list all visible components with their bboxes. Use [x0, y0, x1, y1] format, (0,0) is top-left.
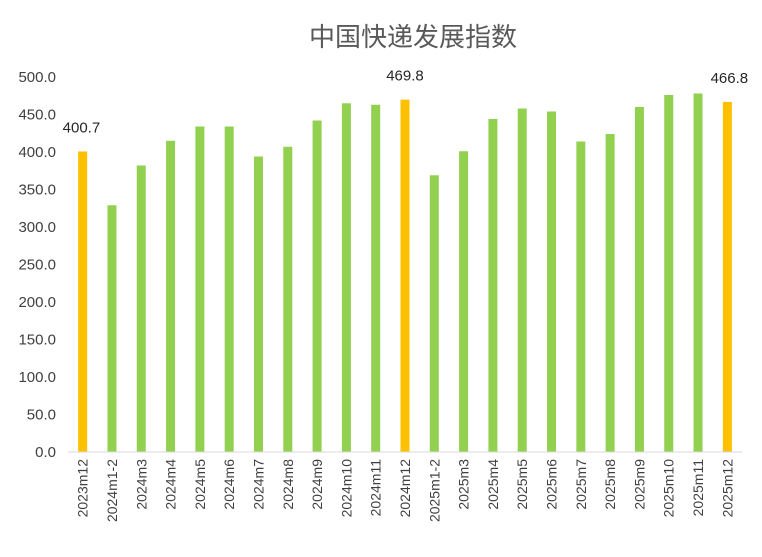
bar-2025m6 — [547, 111, 557, 452]
bar-2024m1-2 — [107, 205, 117, 452]
y-tick-label: 200.0 — [18, 294, 56, 311]
x-tick-label: 2023m12 — [75, 459, 91, 518]
bar-2024m5 — [195, 126, 205, 452]
y-axis-ticks: 0.0 50.0 100.0 150.0 200.0 250.0 300.0 350.0 400… — [18, 69, 56, 461]
bar-2024m6 — [224, 126, 234, 452]
x-tick-label: 2024m8 — [280, 459, 296, 510]
bar-2024m10 — [341, 103, 351, 452]
x-tick-label: 2025m4 — [485, 459, 501, 510]
y-tick-label: 250.0 — [18, 257, 56, 274]
x-tick-label: 2025m6 — [544, 459, 560, 510]
y-tick-label: 0.0 — [35, 444, 56, 461]
y-tick-label: 300.0 — [18, 219, 56, 236]
y-tick-label: 150.0 — [18, 332, 56, 349]
y-tick-label: 450.0 — [18, 107, 56, 124]
data-label-2025m12: 466.8 — [711, 70, 749, 87]
bar-2024m9 — [312, 120, 322, 452]
bar-2025m3 — [459, 151, 469, 452]
x-tick-label: 2024m7 — [250, 459, 266, 510]
chart-title: 中国快递发展指数 — [309, 23, 517, 53]
x-tick-label: 2024m12 — [397, 459, 413, 518]
x-tick-label: 2024m5 — [192, 459, 208, 510]
x-tick-label: 2024m9 — [309, 459, 325, 510]
x-tick-label: 2024m1-2 — [104, 459, 120, 522]
data-label-2024m12: 469.8 — [386, 68, 424, 85]
bar-2025m4 — [488, 119, 498, 452]
y-tick-label: 400.0 — [18, 144, 56, 161]
x-tick-label: 2025m12 — [719, 459, 735, 518]
x-tick-label: 2025m11 — [690, 459, 706, 517]
x-tick-label: 2025m7 — [573, 459, 589, 510]
bar-2024m7 — [253, 156, 263, 452]
x-tick-label: 2024m4 — [163, 459, 179, 510]
bar-2024m12 — [400, 99, 410, 453]
x-tick-label: 2025m5 — [514, 459, 530, 510]
data-labels-group: 400.7 469.8 466.8 — [63, 68, 748, 137]
bar-2024m8 — [283, 146, 293, 452]
x-tick-label: 2025m1-2 — [426, 459, 442, 522]
y-tick-label: 50.0 — [27, 407, 56, 424]
x-tick-label: 2024m11 — [368, 459, 384, 517]
bar-2025m1-2 — [429, 175, 439, 452]
bars-group — [78, 93, 732, 453]
x-tick-label: 2024m3 — [133, 459, 149, 510]
data-label-2023m12: 400.7 — [63, 119, 101, 136]
bar-2024m11 — [371, 104, 381, 452]
bar-2025m10 — [664, 95, 674, 452]
bar-2025m12 — [722, 101, 732, 453]
y-tick-label: 100.0 — [18, 369, 56, 386]
y-tick-label: 350.0 — [18, 182, 56, 199]
bar-2025m8 — [605, 134, 615, 452]
x-tick-label: 2025m3 — [456, 459, 472, 510]
bar-2025m7 — [576, 141, 586, 452]
bar-2024m3 — [136, 165, 146, 452]
bar-2023m12 — [78, 151, 88, 452]
x-tick-label: 2025m10 — [661, 459, 677, 518]
x-tick-label: 2024m6 — [221, 459, 237, 510]
x-tick-label: 2025m8 — [602, 459, 618, 510]
y-tick-label: 500.0 — [18, 69, 56, 86]
x-axis-ticks: 2023m12 2024m1-2 2024m3 2024m4 2024m5 2024m6 2… — [75, 459, 736, 522]
bar-2025m11 — [693, 93, 703, 452]
bar-2025m5 — [517, 108, 527, 452]
bar-2025m9 — [634, 107, 644, 452]
x-tick-label: 2025m9 — [631, 459, 647, 510]
bar-2024m4 — [166, 140, 176, 452]
x-tick-label: 2024m10 — [338, 459, 354, 518]
